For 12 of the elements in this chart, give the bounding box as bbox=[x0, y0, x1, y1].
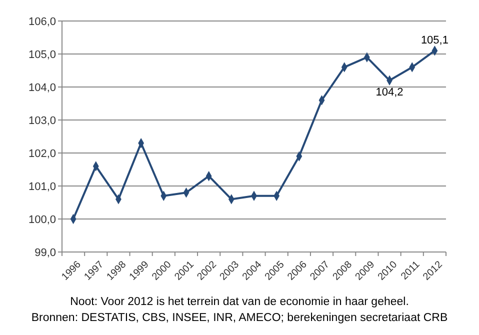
y-tick-label: 103,0 bbox=[28, 114, 56, 127]
y-tick-label: 102,0 bbox=[28, 148, 56, 160]
data-label: 104,2 bbox=[376, 86, 404, 98]
y-tick-label: 101,0 bbox=[28, 180, 56, 193]
data-label: 105,1 bbox=[420, 34, 448, 47]
y-tick-label: 106,0 bbox=[28, 16, 56, 28]
y-tick-label: 99,0 bbox=[34, 246, 56, 259]
y-tick-label: 105,0 bbox=[28, 48, 56, 61]
y-tick-label: 104,0 bbox=[28, 82, 56, 94]
text: Bronnen: DESTATIS, CBS, INSEE, INR, AMECO; berekeningen secretariaat CRB bbox=[31, 312, 448, 324]
y-tick-label: 100,0 bbox=[28, 214, 56, 226]
text: Noot: Voor 2012 is het terrein dat van de economie in haar geheel. bbox=[70, 296, 409, 308]
